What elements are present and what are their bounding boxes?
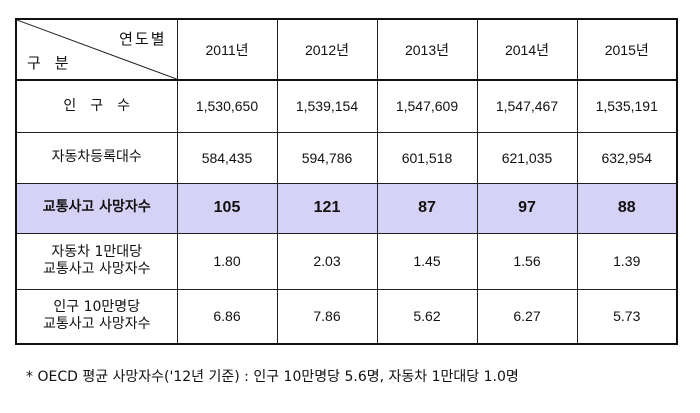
- table-cell: 6.27: [476, 288, 578, 345]
- table-cell: 1.39: [576, 232, 678, 290]
- row-label-line: 인구 10만명당: [53, 298, 141, 315]
- year-header: 2013년: [376, 18, 478, 81]
- year-header: 2012년: [276, 18, 378, 81]
- table-row-deaths-per-10k-vehicles: 자동차 1만대당 교통사고 사망자수 1.80 2.03 1.45 1.56 1…: [15, 232, 678, 290]
- table-cell: 1,535,191: [576, 79, 678, 133]
- year-header: 2014년: [476, 18, 578, 81]
- traffic-statistics-table: 연도별 구분 2011년 2012년 2013년 2014년 2015년 인구수…: [15, 18, 678, 345]
- row-label-line: 자동차 1만대당: [51, 243, 143, 260]
- diagonal-divider: [17, 20, 177, 79]
- table-cell: 97: [476, 182, 578, 234]
- row-label: 인구 10만명당 교통사고 사망자수: [15, 288, 178, 345]
- footnote: * OECD 평균 사망자수('12년 기준) : 인구 10만명당 5.6명,…: [26, 369, 519, 385]
- table-row-population: 인구수 1,530,650 1,539,154 1,547,609 1,547,…: [15, 79, 678, 133]
- table-cell: 1,530,650: [176, 79, 278, 133]
- row-label: 자동차 1만대당 교통사고 사망자수: [15, 232, 178, 290]
- row-label-line: 교통사고 사망자수: [43, 316, 151, 333]
- table-cell: 594,786: [276, 131, 378, 184]
- table-row-registered-vehicles: 자동차등록대수 584,435 594,786 601,518 621,035 …: [15, 131, 678, 184]
- table-cell: 88: [576, 182, 678, 234]
- table-cell: 1,547,467: [476, 79, 578, 133]
- table-cell: 5.73: [576, 288, 678, 345]
- table-cell: 5.62: [376, 288, 478, 345]
- row-label-text: 인구수: [63, 97, 145, 114]
- table-row-traffic-deaths: 교통사고 사망자수 105 121 87 97 88: [15, 182, 678, 234]
- table-cell: 2.03: [276, 232, 378, 290]
- table-cell: 1,547,609: [376, 79, 478, 133]
- table-cell: 105: [176, 182, 278, 234]
- table-cell: 632,954: [576, 131, 678, 184]
- year-header: 2015년: [576, 18, 678, 81]
- table-cell: 6.86: [176, 288, 278, 345]
- table-cell: 1.45: [376, 232, 478, 290]
- header-row: 연도별 구분 2011년 2012년 2013년 2014년 2015년: [15, 18, 678, 81]
- table-cell: 1.56: [476, 232, 578, 290]
- table-cell: 601,518: [376, 131, 478, 184]
- table-cell: 584,435: [176, 131, 278, 184]
- table-cell: 7.86: [276, 288, 378, 345]
- corner-year-label: 연도별: [119, 30, 167, 48]
- row-label: 인구수: [15, 79, 178, 133]
- table-cell: 87: [376, 182, 478, 234]
- row-label: 교통사고 사망자수: [15, 182, 178, 234]
- table-cell: 1.80: [176, 232, 278, 290]
- table-cell: 1,539,154: [276, 79, 378, 133]
- corner-header-cell: 연도별 구분: [15, 18, 178, 81]
- row-label: 자동차등록대수: [15, 131, 178, 184]
- row-label-line: 교통사고 사망자수: [43, 261, 151, 277]
- table-cell: 621,035: [476, 131, 578, 184]
- corner-category-label: 구분: [27, 54, 83, 72]
- table-cell: 121: [276, 182, 378, 234]
- table-row-deaths-per-100k-population: 인구 10만명당 교통사고 사망자수 6.86 7.86 5.62 6.27 5…: [15, 288, 678, 345]
- year-header: 2011년: [176, 18, 278, 81]
